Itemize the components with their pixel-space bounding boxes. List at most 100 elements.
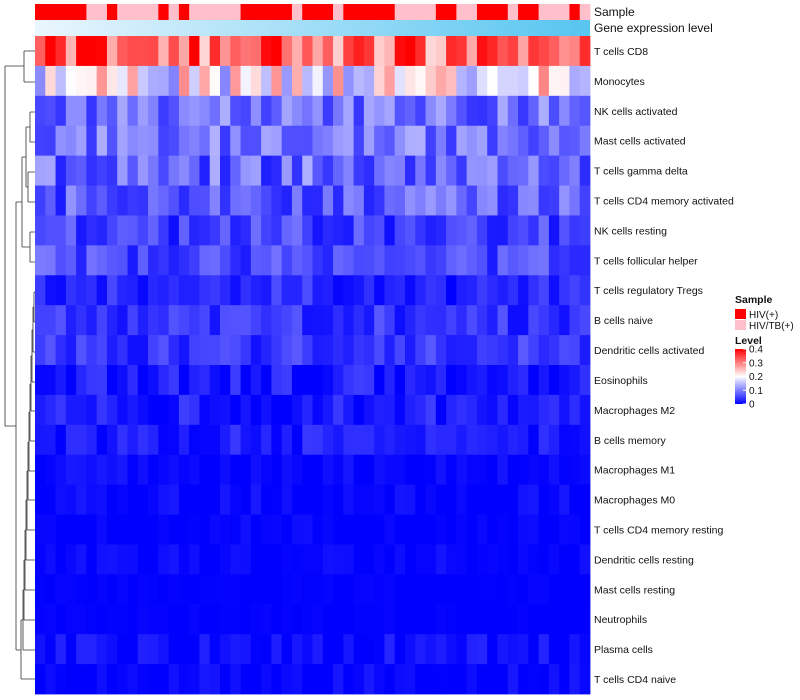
heatmap-cell: [343, 215, 355, 246]
heatmap-cell: [476, 245, 488, 276]
heatmap-cell: [302, 454, 313, 486]
sample-annotation-cell: [476, 4, 488, 20]
heatmap-cell: [394, 664, 406, 695]
heatmap-cell: [312, 245, 324, 276]
heatmap-cell: [117, 155, 128, 186]
heatmap-cell: [528, 454, 540, 486]
heatmap-cell: [579, 544, 591, 575]
heatmap-cell: [281, 36, 293, 67]
heatmap-cell: [148, 365, 159, 396]
row-label: Mast cells activated: [594, 136, 686, 148]
row-label: Neutrophils: [594, 614, 647, 626]
heatmap-cell: [579, 65, 591, 97]
heatmap-cell: [374, 36, 385, 67]
heatmap-cell: [559, 305, 570, 336]
heatmap-cell: [312, 95, 324, 127]
heatmap-cell: [405, 634, 416, 665]
heatmap-cell: [312, 664, 324, 695]
heatmap-cell: [168, 544, 180, 575]
heatmap-cell: [220, 335, 231, 366]
heatmap-cell: [415, 95, 426, 127]
heatmap-cell: [220, 215, 231, 246]
heatmap-cell: [209, 454, 221, 486]
heatmap-cell: [476, 275, 488, 306]
heatmap-cell: [507, 394, 519, 426]
heatmap-cell: [209, 604, 221, 635]
heatmap-cell: [178, 275, 190, 306]
heatmap-cell: [271, 275, 283, 306]
heatmap-cell: [76, 185, 87, 216]
heatmap-cell: [579, 185, 591, 216]
heatmap-cell: [117, 95, 128, 127]
heatmap-cell: [117, 454, 128, 486]
heatmap-cell: [220, 185, 231, 216]
heatmap-cell: [456, 514, 468, 545]
heatmap-cell: [548, 454, 560, 486]
heatmap-cell: [240, 484, 252, 515]
heatmap-cell: [106, 245, 118, 276]
heatmap-cell: [507, 215, 519, 246]
heatmap-cell: [569, 36, 581, 67]
heatmap-cell: [96, 155, 108, 186]
heatmap-cell: [476, 574, 488, 605]
heatmap-cell: [168, 275, 180, 306]
heatmap-cell: [405, 514, 416, 545]
heatmap-cell: [302, 215, 313, 246]
heatmap-cell: [343, 394, 355, 426]
heatmap-cell: [528, 484, 540, 515]
heatmap-cell: [507, 305, 519, 336]
heatmap-cell: [435, 95, 447, 127]
heatmap-cell: [302, 365, 313, 396]
heatmap-cell: [394, 275, 406, 306]
heatmap-cell: [261, 275, 272, 306]
heatmap-cell: [261, 65, 272, 97]
heatmap-cell: [106, 215, 118, 246]
heatmap-cell: [158, 634, 170, 665]
heatmap-cell: [220, 514, 231, 545]
heatmap-cell: [281, 604, 293, 635]
heatmap-cell: [415, 185, 426, 216]
heatmap-cell: [476, 185, 488, 216]
heatmap-cell: [569, 185, 581, 216]
heatmap-cell: [281, 424, 293, 456]
heatmap-cell: [291, 65, 303, 97]
heatmap-cell: [425, 604, 437, 635]
sample-annotation-cell: [456, 4, 468, 20]
heatmap-cell: [333, 484, 344, 515]
heatmap-cell: [96, 664, 108, 695]
heatmap-cell: [137, 664, 149, 695]
heatmap-cell: [168, 36, 180, 67]
heatmap-cell: [353, 424, 365, 456]
heatmap-cell: [209, 275, 221, 306]
heatmap-cell: [127, 664, 139, 695]
heatmap-cell: [435, 155, 447, 186]
heatmap-cell: [528, 544, 540, 575]
heatmap-cell: [86, 514, 98, 545]
heatmap-cell: [106, 65, 118, 97]
heatmap-cell: [394, 335, 406, 366]
heatmap-cell: [343, 125, 355, 157]
sample-annotation-cell: [548, 4, 560, 20]
heatmap-cell: [312, 604, 324, 635]
heatmap-cell: [384, 95, 396, 127]
heatmap-cell: [220, 544, 231, 575]
heatmap-cell: [374, 484, 385, 515]
heatmap-cell: [518, 664, 529, 695]
heatmap-cell: [199, 245, 211, 276]
heatmap-cell: [394, 185, 406, 216]
heatmap-cell: [281, 484, 293, 515]
heatmap-cell: [240, 275, 252, 306]
heatmap-cell: [456, 394, 468, 426]
heatmap-cell: [518, 424, 529, 456]
heatmap-cell: [559, 95, 570, 127]
heatmap-cell: [240, 574, 252, 605]
heatmap-cell: [415, 574, 426, 605]
heatmap-cell: [425, 664, 437, 695]
heatmap-cell: [353, 514, 365, 545]
heatmap-cell: [199, 544, 211, 575]
heatmap-cell: [240, 36, 252, 67]
heatmap-cell: [117, 215, 128, 246]
heatmap-cell: [35, 394, 46, 426]
heatmap-cell: [178, 484, 190, 515]
heatmap-cell: [65, 544, 77, 575]
